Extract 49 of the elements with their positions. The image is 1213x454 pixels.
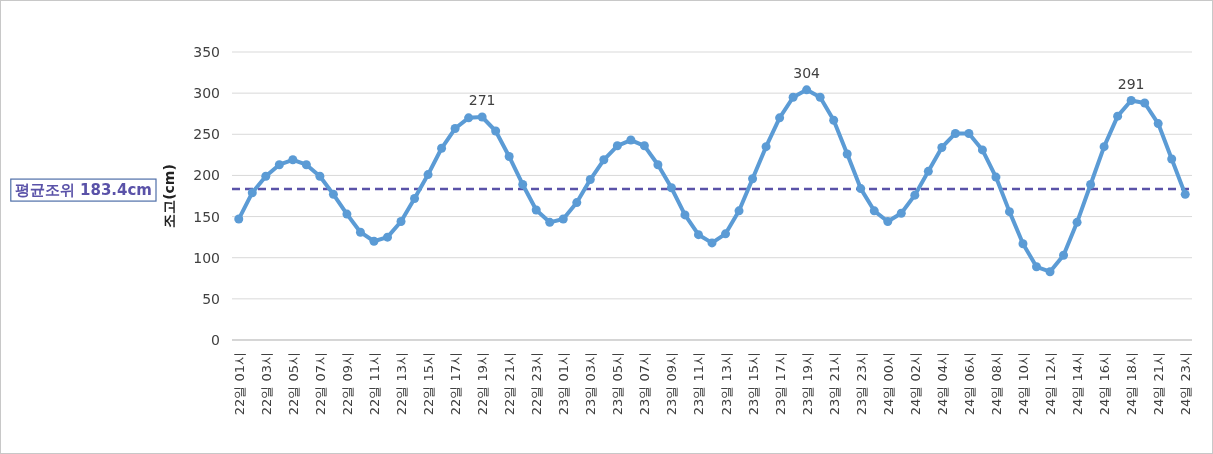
x-tick-label: 24일 23시 (1178, 352, 1194, 416)
x-tick-label: 23일 07시 (637, 352, 653, 416)
x-tick-label: 22일 11시 (366, 352, 382, 416)
data-label: 291 (1117, 75, 1145, 92)
y-tick-label: 0 (211, 332, 220, 348)
x-tick-label: 23일 01시 (556, 352, 572, 416)
x-tick-label: 23일 15시 (745, 352, 761, 416)
x-tick-label: 22일 17시 (448, 352, 464, 416)
y-tick-label: 100 (193, 249, 220, 266)
y-tick-label: 350 (193, 44, 220, 60)
x-tick-label: 24일 18시 (1124, 352, 1140, 416)
y-tick-label: 250 (193, 126, 220, 143)
x-tick-label: 24일 16시 (1097, 352, 1113, 416)
y-axis-title: 조고(cm) (161, 164, 177, 228)
x-tick-label: 24일 08시 (988, 352, 1004, 416)
ref-line-label: 평균조위 183.4cm (14, 181, 152, 200)
x-tick-label: 23일 13시 (718, 352, 734, 416)
x-tick-label: 24일 10시 (1015, 352, 1031, 416)
x-tick-label: 23일 11시 (691, 352, 707, 416)
x-tick-label: 22일 01시 (231, 352, 247, 416)
x-tick-label: 22일 05시 (285, 352, 301, 416)
x-tick-label: 23일 09시 (664, 352, 680, 416)
y-tick-label: 200 (193, 167, 220, 184)
x-tick-label: 24일 04시 (934, 352, 950, 416)
x-tick-label: 22일 13시 (394, 352, 410, 416)
x-tick-label: 22일 07시 (312, 352, 328, 416)
x-tick-label: 24일 06시 (961, 352, 977, 416)
x-tick-label: 23일 03시 (583, 352, 599, 416)
x-tick-label: 23일 21시 (826, 352, 842, 416)
data-label: 271 (468, 92, 496, 109)
x-tick-label: 22일 19시 (475, 352, 491, 416)
y-tick-label: 50 (202, 290, 220, 307)
x-tick-label: 23일 19시 (799, 352, 815, 416)
x-tick-label: 22일 09시 (339, 352, 355, 416)
x-tick-label: 22일 23시 (529, 352, 545, 416)
x-tick-label: 22일 03시 (258, 352, 274, 416)
y-tick-label: 150 (193, 208, 220, 225)
x-tick-label: 22일 15시 (421, 352, 437, 416)
x-tick-label: 24일 14시 (1070, 352, 1086, 416)
x-tick-label: 23일 17시 (772, 352, 788, 416)
x-tick-label: 24일 21시 (1151, 352, 1167, 416)
x-tick-label: 24일 02시 (907, 352, 923, 416)
y-tick-label: 300 (193, 85, 220, 102)
x-tick-label: 23일 23시 (853, 352, 869, 416)
x-tick-label: 22일 21시 (502, 352, 518, 416)
x-tick-label: 24일 12시 (1043, 352, 1059, 416)
x-tick-label: 24일 00시 (880, 352, 896, 416)
data-label: 304 (793, 64, 821, 81)
x-tick-label: 23일 05시 (610, 352, 626, 416)
